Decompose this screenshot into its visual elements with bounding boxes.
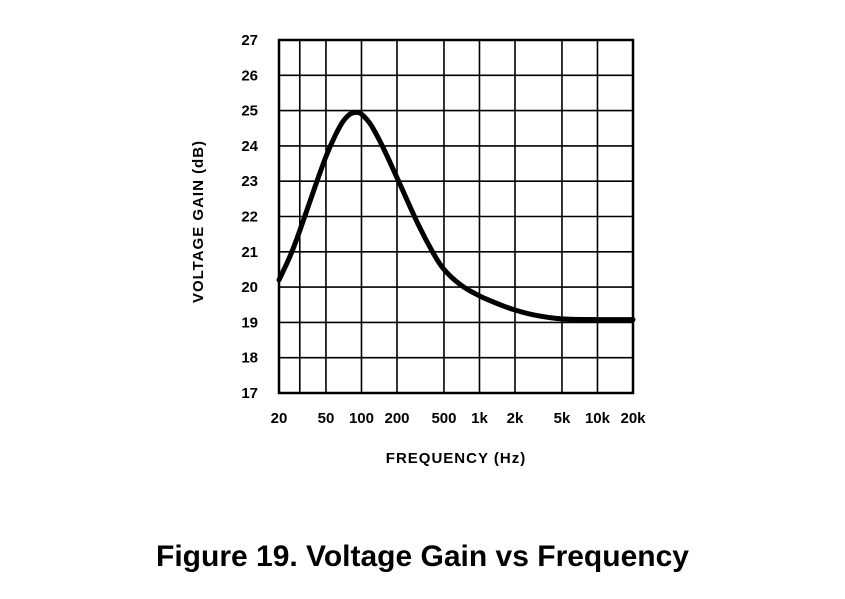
- x-tick-label: 10k: [585, 410, 611, 427]
- x-tick-label: 20: [271, 410, 288, 427]
- x-axis-ticks: 20 50 100 200 500 1k 2k 5k 10k 20k: [271, 410, 647, 427]
- x-tick-label: 500: [431, 410, 456, 427]
- y-tick-label: 27: [241, 32, 258, 49]
- y-tick-label: 19: [241, 314, 258, 331]
- y-axis-ticks: 17 18 19 20 21 22 23 24 25 26 27: [241, 32, 258, 402]
- y-tick-label: 21: [241, 244, 258, 261]
- figure-caption: Figure 19. Voltage Gain vs Frequency: [156, 540, 689, 573]
- x-axis-title: FREQUENCY (Hz): [386, 450, 526, 467]
- y-tick-label: 26: [241, 67, 258, 84]
- x-tick-label: 20k: [620, 410, 646, 427]
- y-tick-label: 25: [241, 103, 258, 120]
- x-tick-label: 1k: [471, 410, 488, 427]
- plot-frame: [277, 38, 635, 395]
- voltage-gain-series-line: [276, 109, 636, 323]
- chart-grid: [279, 40, 633, 393]
- y-tick-label: 18: [241, 350, 258, 367]
- x-tick-label: 5k: [554, 410, 571, 427]
- x-tick-label: 200: [384, 410, 409, 427]
- y-tick-label: 22: [241, 209, 258, 226]
- y-axis-title: VOLTAGE GAIN (dB): [190, 140, 207, 303]
- x-tick-label: 100: [349, 410, 374, 427]
- y-tick-label: 24: [241, 138, 258, 155]
- voltage-gain-chart: 17 18 19 20 21 22 23 24 25 26 27 20 50 100 200 500 1k 2k…: [190, 32, 647, 467]
- x-tick-label: 2k: [507, 410, 524, 427]
- y-tick-label: 23: [241, 173, 258, 190]
- y-tick-label: 17: [241, 385, 258, 402]
- x-tick-label: 50: [318, 410, 335, 427]
- y-tick-label: 20: [241, 279, 258, 296]
